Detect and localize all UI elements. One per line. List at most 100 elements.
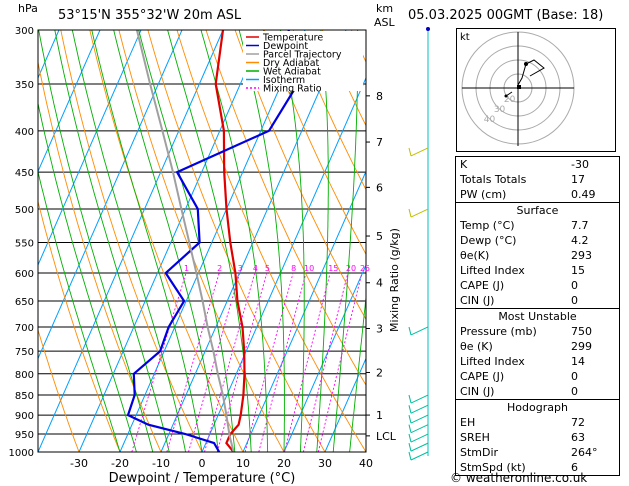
mu-pres-label: Pressure (mb) [460,325,537,338]
cape-label: CAPE (J) [460,279,505,292]
indices-table: K -30 Totals Totals 17 PW (cm) 0.49 Surface… [455,156,620,476]
height-tick-label: 3 [376,322,383,335]
temp-value: 7.7 [571,219,589,232]
isotherm [201,76,366,452]
pressure-tick-label: 700 [15,323,34,334]
mu-cape-label: CAPE (J) [460,370,505,383]
isotherm [324,357,366,452]
wind-barb [410,424,429,434]
height-tick-label: 8 [376,90,383,103]
pressure-tick-label: 550 [15,238,34,249]
pw-label: PW (cm) [460,188,507,201]
wet-adiabat [138,30,236,452]
pw-value: 0.49 [571,188,596,201]
legend-entry: Temperature [262,33,323,44]
hodograph-point [524,62,528,66]
dry-adiabat [38,60,162,452]
pressure-tick-label: 600 [15,269,34,280]
location-title: 53°15'N 355°32'W 20m ASL [58,8,242,23]
mixing-ratio-line [131,272,187,452]
legend-entry: Wet Adiabat [263,67,321,78]
mixing-ratio-line [204,272,256,452]
isotherm [242,170,366,452]
pressure-tick-label: 350 [15,80,34,91]
mixing-ratio-label: 8 [291,264,296,273]
wind-barb [410,394,429,404]
eh-value: 72 [571,416,585,429]
wind-barb [410,147,429,157]
mixing-ratio-label: 3 [238,264,243,273]
wet-adiabat [54,30,170,452]
sreh-value: 63 [571,431,585,444]
mu-li-label: Lifted Index [460,355,525,368]
dry-adiabat [38,328,80,452]
series-parcel-trajectory [135,30,235,452]
legend-entry: Isotherm [263,75,305,86]
dry-adiabat [60,30,203,452]
wind-barb-flag [408,424,412,433]
pressure-tick-label: 400 [15,127,34,138]
tt-label: Totals Totals [460,173,527,186]
pressure-tick-label: 950 [15,430,34,441]
wind-barb-flag [408,394,412,404]
cin-value: 0 [571,294,578,307]
legend-entry: Dewpoint [263,41,308,52]
thetae-label: θe(K) [460,249,490,262]
wind-barbs [408,27,430,461]
mixing-ratio-label: 1 [184,264,189,273]
mixing-ratio-line [258,272,307,452]
most-unstable-title: Most Unstable [456,308,619,324]
dry-adiabat [176,30,366,452]
mixing-ratio-line [216,272,268,452]
dry-adiabat [234,30,366,321]
hodograph-title: Hodograph [456,399,619,415]
dry-adiabat [263,30,366,256]
height-tick-label: 2 [376,366,383,379]
pressure-tick-label: 900 [15,411,34,422]
wet-adiabat [38,169,121,452]
x-tick-label: -20 [111,457,129,470]
mixing-ratio-label: 10 [304,264,314,273]
legend-entry: Dry Adiabat [263,58,320,69]
hodograph-kt-label: kt [460,32,470,43]
x-tick-label: 40 [359,457,373,470]
mu-cape-value: 0 [571,370,578,383]
pressure-tick-label: 500 [15,205,34,216]
stmspd-value: 6 [571,461,578,474]
pressure-tick-label: 1000 [9,448,34,459]
mixing-ratio-line [284,272,331,452]
k-label: K [460,158,468,171]
wet-adiabat [349,293,366,452]
legend-background [243,31,363,91]
x-tick-label: -10 [152,457,170,470]
hodograph-ring-label: 20 [504,95,516,105]
wet-adiabat [279,30,305,452]
dry-adiabat [118,30,285,452]
mixing-ratio-label: 25 [360,264,370,273]
datetime-title: 05.03.2025 00GMT (Base: 18) [408,8,604,23]
mixing-ratio-line [166,272,220,452]
wind-barb-flag [408,433,412,443]
mixing-ratio-label: 20 [346,264,356,273]
wet-adiabat [332,30,359,452]
storm-motion-marker [517,85,521,89]
wind-barb-flag [408,208,412,218]
cape-value: 0 [571,279,578,292]
stmdir-value: 264° [571,446,598,459]
dewp-label: Dewp (°C) [460,234,517,247]
mixing-ratio-line [317,272,363,452]
wind-top-dot [426,27,430,31]
mu-cin-label: CIN (J) [460,385,495,398]
mu-li-value: 14 [571,355,585,368]
isotherm [78,30,265,452]
legend-entry: Parcel Trajectory [263,50,342,61]
height-tick-label: 4 [376,277,383,290]
series-dewpoint [126,30,299,452]
x-tick-label: 0 [199,457,206,470]
mu-cin-value: 0 [571,385,578,398]
height-tick-label: LCL [376,430,397,443]
wet-adiabat [113,30,219,452]
asl-label: ASL [374,16,395,29]
